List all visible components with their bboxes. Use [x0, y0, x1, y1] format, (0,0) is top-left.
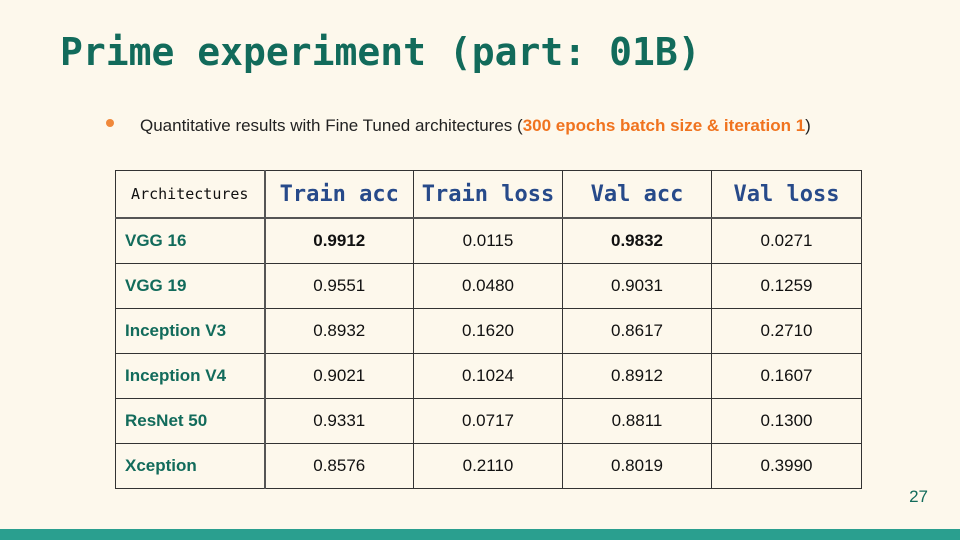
val-loss-cell: 0.0271	[711, 217, 862, 264]
train-loss-cell: 0.1024	[413, 353, 563, 399]
val-acc-cell: 0.8811	[562, 398, 712, 444]
header-train-acc: Train acc	[264, 170, 414, 219]
table-header-row: Architectures Train acc Train loss Val a…	[115, 170, 862, 219]
arch-cell: VGG 16	[115, 217, 266, 264]
val-loss-cell: 0.1300	[711, 398, 862, 444]
train-loss-cell: 0.0480	[413, 263, 563, 309]
page-number: 27	[909, 487, 928, 506]
header-val-acc: Val acc	[562, 170, 712, 219]
train-acc-cell: 0.9331	[264, 398, 414, 444]
train-loss-cell: 0.2110	[413, 443, 563, 489]
val-acc-cell: 0.9031	[562, 263, 712, 309]
arch-cell: ResNet 50	[115, 398, 266, 444]
arch-cell: Xception	[115, 443, 266, 489]
val-loss-cell: 0.2710	[711, 308, 862, 354]
val-acc-cell: 0.8912	[562, 353, 712, 399]
train-acc-cell: 0.8576	[264, 443, 414, 489]
bullet-text: Quantitative results with Fine Tuned arc…	[140, 116, 811, 136]
bullet-highlight: 300 epochs batch size & iteration 1	[522, 116, 806, 135]
train-acc-cell: 0.9912	[264, 217, 414, 264]
arch-cell: Inception V3	[115, 308, 266, 354]
val-loss-cell: 0.1607	[711, 353, 862, 399]
table-row: Inception V3 0.8932 0.1620 0.8617 0.2710	[115, 308, 862, 354]
train-loss-cell: 0.0115	[413, 217, 563, 264]
bullet-prefix: Quantitative results with Fine Tuned arc…	[140, 116, 523, 135]
val-acc-cell: 0.8019	[562, 443, 712, 489]
val-acc-cell: 0.8617	[562, 308, 712, 354]
bullet-dot-icon	[106, 119, 114, 127]
table-row: VGG 19 0.9551 0.0480 0.9031 0.1259	[115, 263, 862, 309]
bullet-suffix: )	[805, 116, 811, 135]
table-row: Xception 0.8576 0.2110 0.8019 0.3990	[115, 443, 862, 489]
table-row: VGG 16 0.9912 0.0115 0.9832 0.0271	[115, 217, 862, 264]
slide-title: Prime experiment (part: 01B)	[60, 30, 701, 74]
train-acc-cell: 0.8932	[264, 308, 414, 354]
header-val-loss: Val loss	[711, 170, 862, 219]
header-train-loss: Train loss	[413, 170, 563, 219]
results-table: Architectures Train acc Train loss Val a…	[115, 170, 862, 489]
arch-cell: VGG 19	[115, 263, 266, 309]
val-loss-cell: 0.1259	[711, 263, 862, 309]
val-acc-cell: 0.9832	[562, 217, 712, 264]
table-row: Inception V4 0.9021 0.1024 0.8912 0.1607	[115, 353, 862, 399]
bottom-accent-bar	[0, 529, 960, 540]
header-architectures: Architectures	[115, 170, 266, 219]
train-acc-cell: 0.9021	[264, 353, 414, 399]
train-loss-cell: 0.0717	[413, 398, 563, 444]
val-loss-cell: 0.3990	[711, 443, 862, 489]
train-acc-cell: 0.9551	[264, 263, 414, 309]
train-loss-cell: 0.1620	[413, 308, 563, 354]
arch-cell: Inception V4	[115, 353, 266, 399]
table-row: ResNet 50 0.9331 0.0717 0.8811 0.1300	[115, 398, 862, 444]
